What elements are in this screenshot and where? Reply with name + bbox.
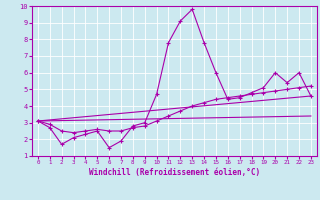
X-axis label: Windchill (Refroidissement éolien,°C): Windchill (Refroidissement éolien,°C)	[89, 168, 260, 177]
